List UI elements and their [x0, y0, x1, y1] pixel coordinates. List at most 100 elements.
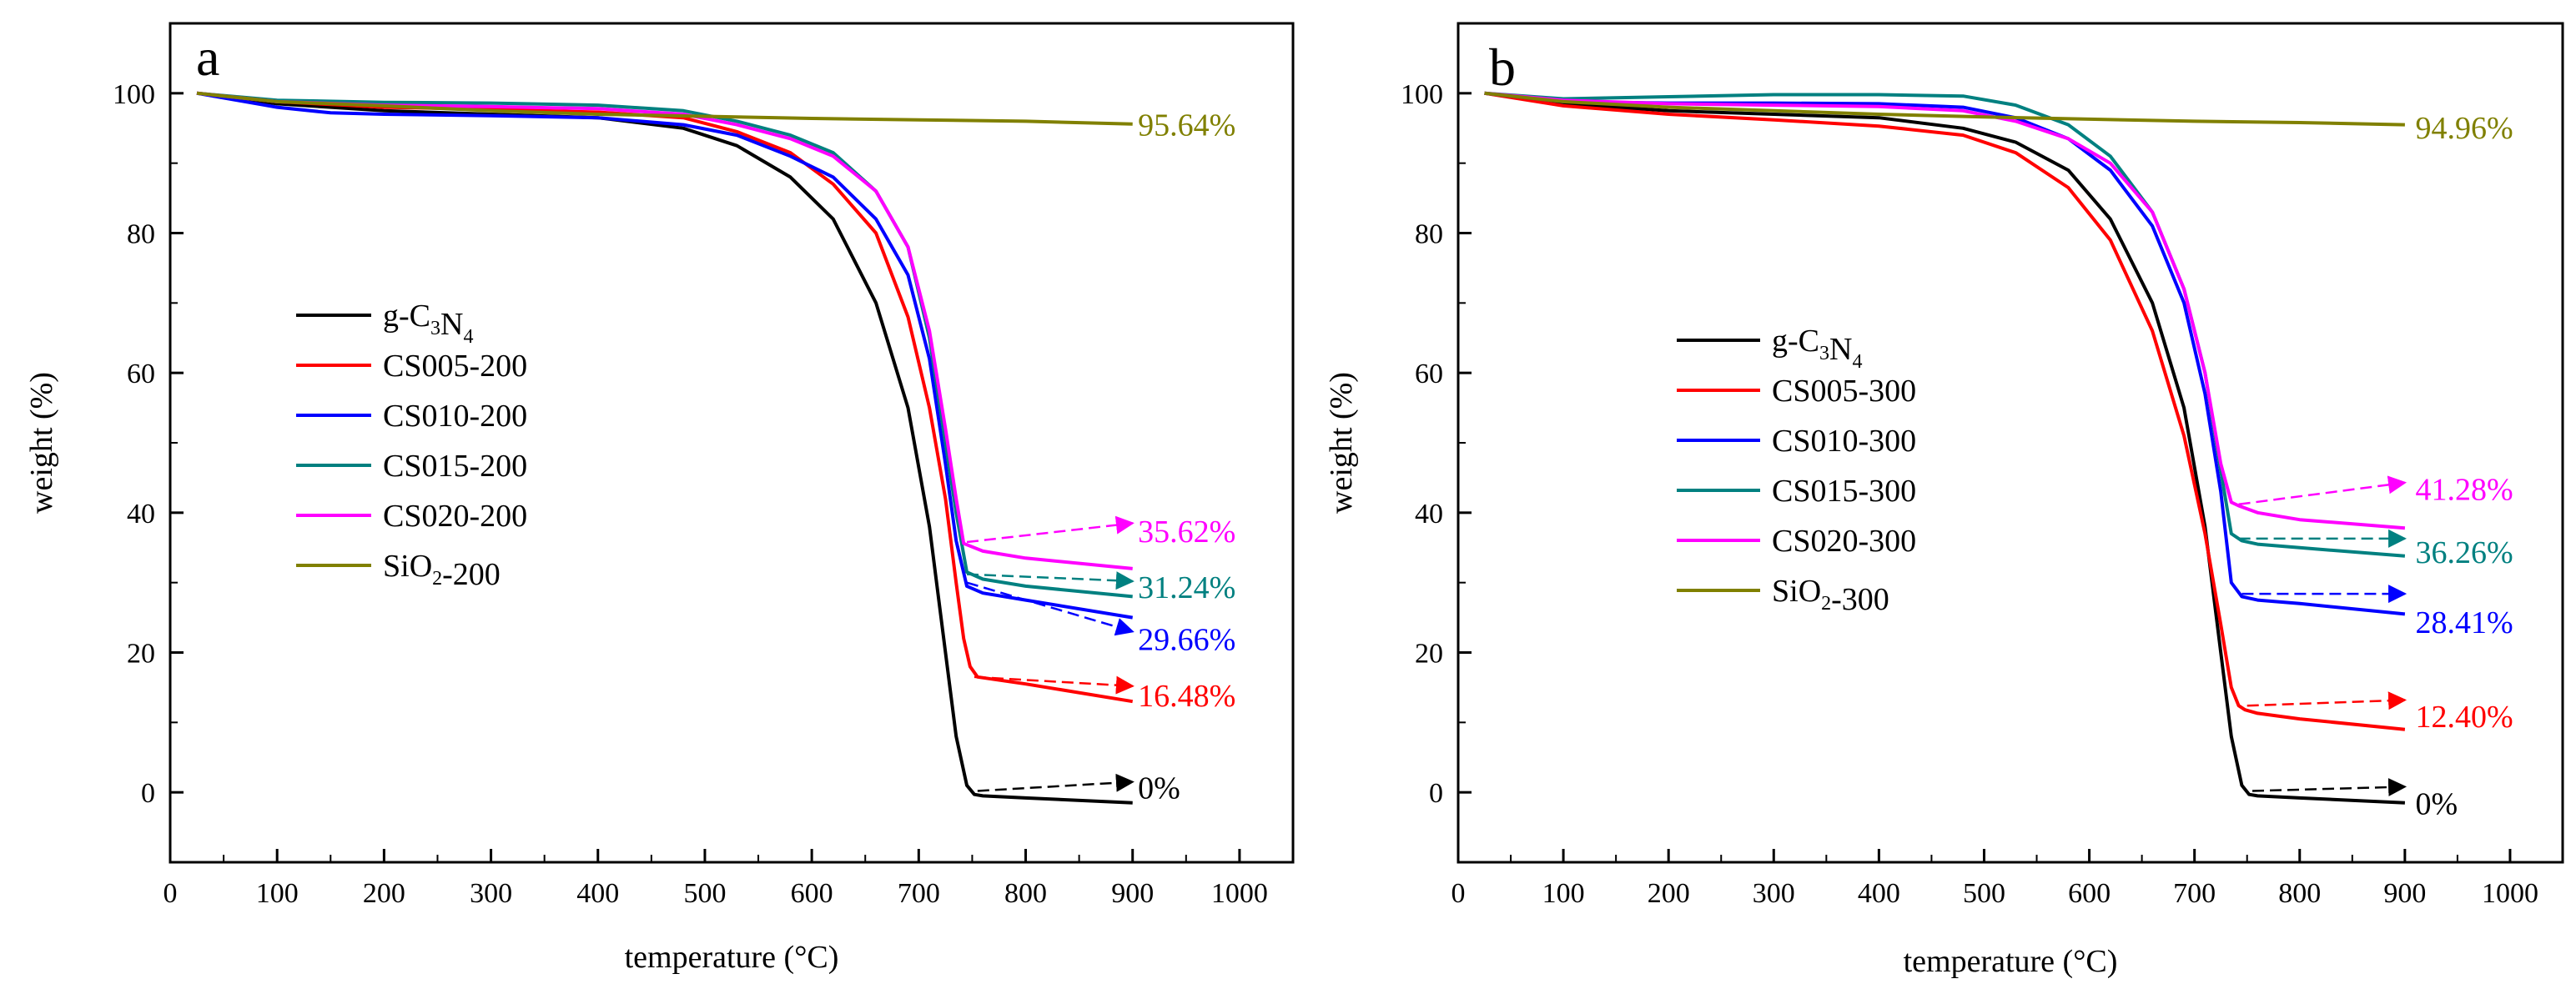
- x-tick-label: 0: [1452, 878, 1466, 909]
- legend-subscript: 4: [1852, 351, 1862, 373]
- y-tick-label: 100: [113, 79, 155, 110]
- x-tick-label: 900: [2383, 878, 2426, 909]
- x-tick-label: 100: [1542, 878, 1585, 909]
- y-axis-label: weight (%): [1324, 372, 1359, 514]
- x-tick-label: 1000: [2482, 878, 2538, 909]
- annotation-label: 0%: [1138, 771, 1180, 806]
- y-axis-label: weight (%): [24, 372, 59, 514]
- legend-text: CS015-300: [1772, 474, 1916, 509]
- x-tick-label: 700: [898, 878, 940, 909]
- annotation-label: 0%: [2415, 787, 2458, 822]
- legend-entry: CS010-200: [383, 399, 527, 434]
- legend-text: SiO: [383, 549, 432, 584]
- panel-a: 0 100 200 300 400 500 600 700 800 900 1000 0 20 40 60 8…: [24, 22, 1295, 975]
- annotation-label: 41.28%: [2415, 472, 2513, 507]
- x-tick-label: 300: [1753, 878, 1795, 909]
- legend-text: CS010-300: [1772, 424, 1916, 459]
- legend-subscript: 2: [1821, 593, 1831, 615]
- x-tick-label: 200: [363, 878, 405, 909]
- legend-subscript: 2: [432, 568, 442, 590]
- x-tick-label: 800: [1004, 878, 1047, 909]
- annotation-arrow: [977, 773, 1135, 792]
- x-tick-label: 1000: [1211, 878, 1268, 909]
- legend-entry: CS015-300: [1772, 474, 1916, 509]
- legend-text: CS010-200: [383, 399, 527, 434]
- legend-text: SiO: [1772, 574, 1821, 609]
- legend-text: CS005-300: [1772, 374, 1916, 409]
- annotation-arrow: [2251, 778, 2407, 797]
- y-tick-label: 20: [1415, 639, 1443, 670]
- y-tick-label: 0: [1429, 778, 1443, 809]
- x-tick-label: 500: [1963, 878, 2005, 909]
- legend-entry: SiO2-200: [383, 549, 501, 592]
- annotation-arrow: [966, 515, 1135, 544]
- x-axis-label: temperature (°C): [1904, 944, 2118, 979]
- legend-entry: SiO2-300: [1772, 574, 1889, 617]
- annotation-label: 16.48%: [1138, 679, 1235, 714]
- x-tick-label: 200: [1648, 878, 1690, 909]
- legend-entry: CS020-200: [383, 499, 527, 534]
- legend-entry: g-C3N4: [383, 299, 473, 348]
- x-tick-label: 600: [791, 878, 833, 909]
- legend-entry: CS010-300: [1772, 424, 1916, 459]
- panel-label: a: [196, 28, 219, 87]
- series-line: [1484, 91, 2406, 731]
- y-tick-label: 0: [141, 778, 155, 809]
- legend-text: g-C: [383, 299, 430, 334]
- legend-text: CS020-200: [383, 499, 527, 534]
- series-line: [196, 91, 1134, 704]
- x-tick-label: 400: [576, 878, 619, 909]
- x-tick-label: 800: [2278, 878, 2321, 909]
- annotation-label: 36.26%: [2415, 535, 2513, 570]
- annotation-arrow: [966, 581, 1135, 636]
- y-tick-label: 60: [1415, 359, 1443, 389]
- legend-text: CS005-200: [383, 349, 527, 384]
- x-tick-label: 300: [470, 878, 512, 909]
- annotation-label: 31.24%: [1138, 570, 1235, 605]
- y-tick-label: 40: [127, 499, 155, 530]
- legend-text: -200: [442, 557, 501, 592]
- annotation-arrow: [2238, 475, 2407, 506]
- series-line: [1484, 91, 2406, 530]
- legend-entry: CS020-300: [1772, 524, 1916, 559]
- annotation-label: 95.64%: [1138, 108, 1235, 143]
- y-tick-label: 60: [127, 359, 155, 389]
- x-tick-label: 400: [1858, 878, 1900, 909]
- annotation-label: 35.62%: [1138, 515, 1235, 550]
- annotation-label: 28.41%: [2415, 605, 2513, 640]
- x-tick-label: 500: [683, 878, 726, 909]
- series-line: [196, 91, 1133, 570]
- x-tick-label: 900: [1111, 878, 1154, 909]
- legend-entry: CS015-200: [383, 449, 527, 484]
- y-tick-label: 100: [1401, 79, 1443, 110]
- annotation-arrow: [2246, 691, 2407, 710]
- legend-subscript: 3: [1819, 343, 1829, 364]
- series-line: [196, 91, 1134, 620]
- series-line: [196, 91, 1133, 599]
- y-tick-label: 80: [1415, 219, 1443, 250]
- legend-entry: CS005-200: [383, 349, 527, 384]
- annotation-arrow: [966, 571, 1135, 590]
- legend-text: N: [1829, 332, 1852, 367]
- legend-text: N: [440, 307, 463, 342]
- x-axis-label: temperature (°C): [625, 940, 839, 975]
- panel-b: 0 100 200 300 400 500 600 700 800 900 1000 0 20 40 60 8…: [1324, 22, 2564, 979]
- x-tick-label: 600: [2068, 878, 2111, 909]
- annotation-arrow: [974, 675, 1135, 695]
- x-tick-label: 700: [2173, 878, 2216, 909]
- annotation-label: 12.40%: [2415, 700, 2513, 735]
- y-tick-label: 20: [127, 639, 155, 670]
- legend-subscript: 4: [463, 326, 473, 348]
- series-line: [1484, 91, 2405, 805]
- y-tick-label: 40: [1415, 499, 1443, 530]
- series-line: [196, 91, 1133, 805]
- legend-text: CS015-200: [383, 449, 527, 484]
- legend-text: CS020-300: [1772, 524, 1916, 559]
- panel-label: b: [1489, 38, 1516, 97]
- annotation-label: 94.96%: [2415, 111, 2513, 146]
- legend-text: -300: [1831, 582, 1889, 617]
- series-line: [1484, 91, 2406, 558]
- series-line: [1484, 91, 2406, 616]
